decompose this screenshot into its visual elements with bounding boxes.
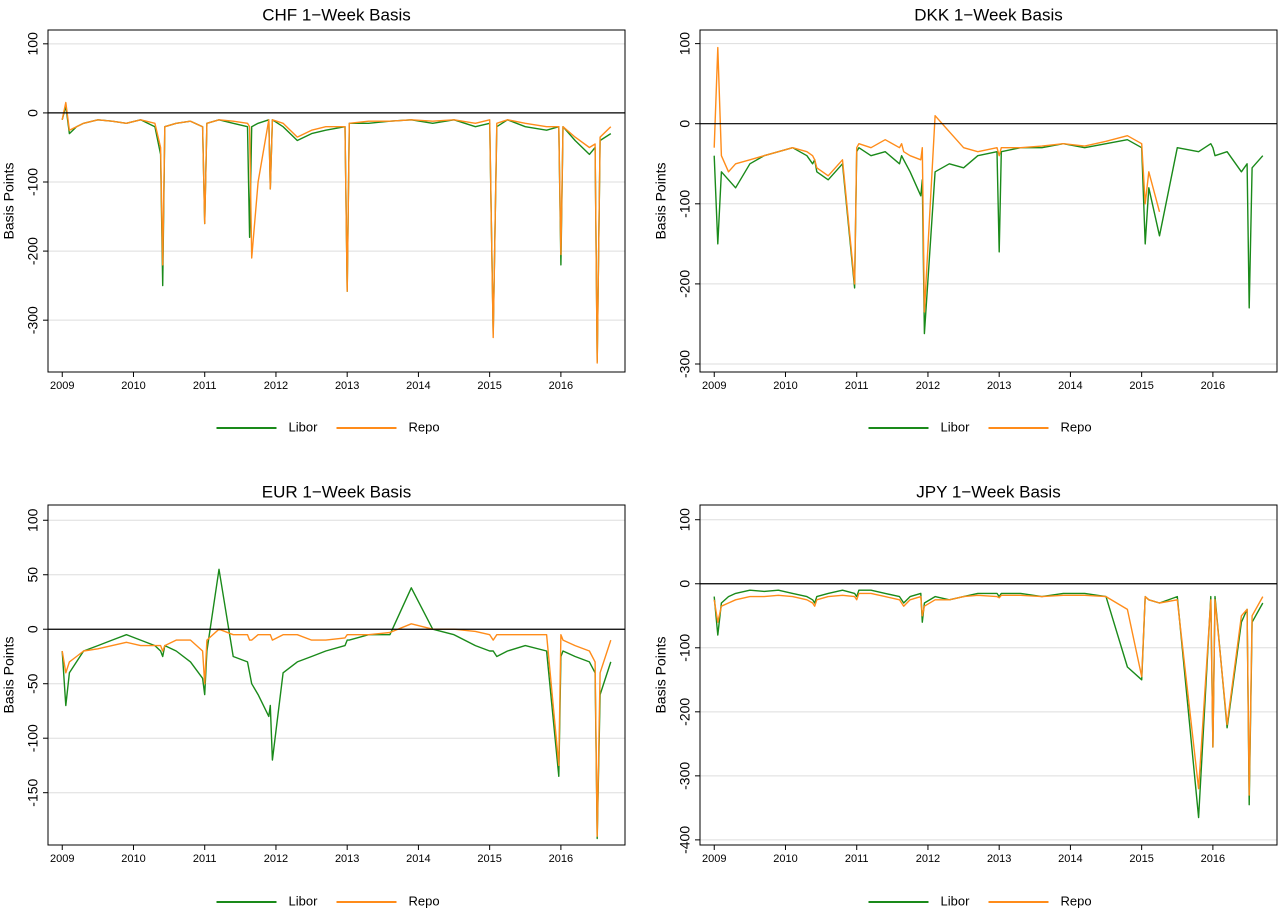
y-axis-label: Basis Points [653,636,669,713]
x-tick-label: 2012 [916,380,940,392]
y-tick-label: 50 [25,567,41,583]
x-tick-label: 2014 [1058,853,1082,865]
y-tick-label: -300 [677,762,693,790]
series-line [713,139,1264,335]
plot-frame [47,29,626,373]
x-tick-label: 2013 [335,853,359,865]
y-tick-label: 100 [25,32,41,56]
y-tick-label: -200 [677,698,693,726]
y-tick-label: -200 [25,237,41,265]
x-tick-label: 2015 [1129,380,1153,392]
y-tick-label: -50 [25,673,41,693]
x-tick-label: 2014 [1058,380,1082,392]
series-line [713,592,1264,796]
x-tick-label: 2012 [916,853,940,865]
x-tick-label: 2014 [406,380,430,392]
x-tick-label: 2011 [845,853,869,865]
y-tick-label: 100 [677,508,693,532]
y-tick-label: -100 [25,724,41,752]
x-tick-label: 2012 [264,853,288,865]
y-tick-label: 0 [25,625,41,633]
x-tick-label: 2016 [1201,853,1225,865]
x-tick-label: 2013 [987,380,1011,392]
y-tick-label: 100 [677,32,693,56]
chart-title: CHF 1−Week Basis [262,5,410,24]
legend-label: Repo [1061,419,1092,434]
x-tick-label: 2010 [773,380,797,392]
y-tick-label: -100 [677,634,693,662]
x-tick-label: 2013 [987,853,1011,865]
legend-label: Repo [1061,893,1092,908]
plot-frame [699,29,1278,373]
x-tick-label: 2011 [193,853,217,865]
x-tick-label: 2009 [50,380,74,392]
y-tick-label: -150 [25,778,41,806]
series-line [713,46,1161,313]
chart-title: EUR 1−Week Basis [262,482,411,501]
x-tick-label: 2009 [702,380,726,392]
y-tick-label: -100 [25,168,41,196]
legend-label: Repo [409,893,440,908]
y-tick-label: -400 [677,826,693,854]
x-tick-label: 2013 [335,380,359,392]
x-tick-label: 2011 [845,380,869,392]
x-tick-label: 2016 [1201,380,1225,392]
series-line [61,568,612,840]
x-tick-label: 2016 [549,853,573,865]
x-tick-label: 2010 [773,853,797,865]
x-tick-label: 2010 [121,853,145,865]
chart-title: DKK 1−Week Basis [914,5,1063,24]
legend-label: Libor [941,893,971,908]
series-line [61,101,612,364]
y-axis-label: Basis Points [653,162,669,239]
y-tick-label: 0 [677,580,693,588]
legend-label: Libor [289,419,319,434]
plot-frame [47,504,626,846]
x-tick-label: 2009 [702,853,726,865]
y-axis-label: Basis Points [1,636,17,713]
plot-frame [699,504,1278,846]
series-line [61,623,612,837]
series-line [61,105,612,363]
x-tick-label: 2015 [1129,853,1153,865]
y-tick-label: -300 [677,350,693,378]
y-tick-label: 0 [25,109,41,117]
y-tick-label: -200 [677,270,693,298]
x-tick-label: 2010 [121,380,145,392]
x-tick-label: 2012 [264,380,288,392]
series-line [713,589,1264,819]
legend-label: Repo [409,419,440,434]
x-tick-label: 2011 [193,380,217,392]
y-tick-label: -300 [25,306,41,334]
x-tick-label: 2015 [477,380,501,392]
y-tick-label: 100 [25,508,41,532]
x-tick-label: 2016 [549,380,573,392]
x-tick-label: 2014 [406,853,430,865]
y-tick-label: 0 [677,120,693,128]
x-tick-label: 2015 [477,853,501,865]
y-tick-label: -100 [677,190,693,218]
legend-label: Libor [289,893,319,908]
x-tick-label: 2009 [50,853,74,865]
legend-label: Libor [941,419,971,434]
y-axis-label: Basis Points [1,162,17,239]
chart-title: JPY 1−Week Basis [916,482,1060,501]
